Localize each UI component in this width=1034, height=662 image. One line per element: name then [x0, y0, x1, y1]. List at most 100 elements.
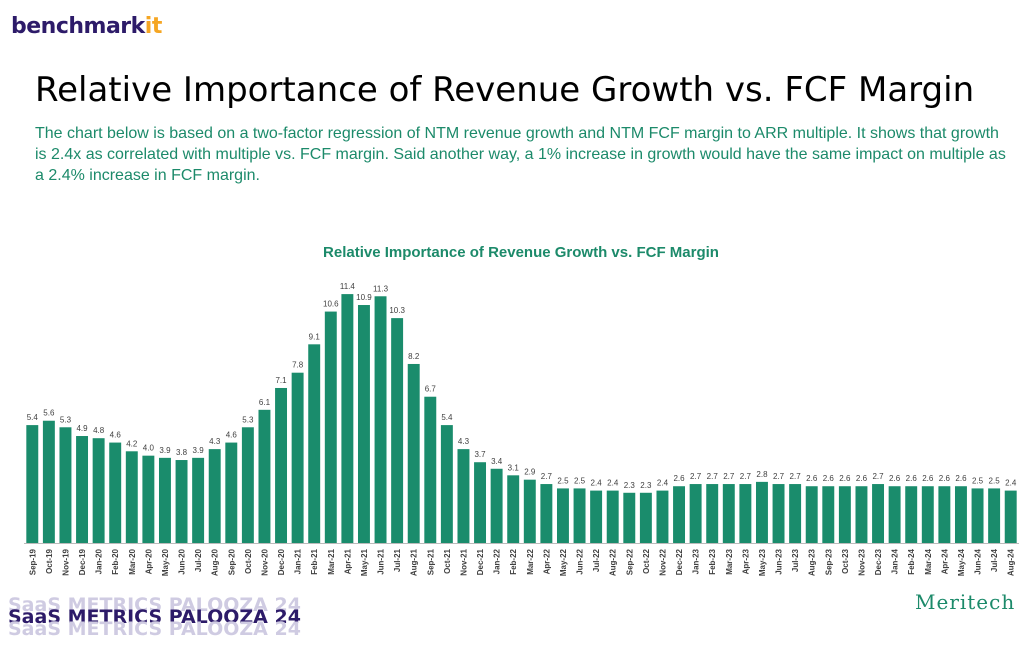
bar-oct-21 [440, 425, 453, 543]
x-tick-sep-19: Sep-19 [28, 548, 37, 575]
data-label-apr-23: 2.7 [740, 472, 752, 481]
x-tick-mar-20: Mar-20 [128, 548, 137, 574]
bar-nov-19 [59, 427, 72, 543]
x-tick-jan-21: Jan-21 [294, 548, 303, 574]
bar-jul-20 [192, 457, 205, 543]
data-label-dec-23: 2.7 [872, 472, 884, 481]
x-tick-may-23: May-23 [758, 548, 767, 576]
data-label-may-21: 10.9 [356, 293, 372, 302]
data-label-dec-21: 3.7 [474, 450, 486, 459]
bar-feb-20 [109, 442, 122, 543]
bar-jun-22 [573, 488, 586, 543]
x-tick-aug-22: Aug-22 [609, 548, 618, 576]
data-label-aug-22: 2.4 [607, 479, 619, 488]
x-tick-jan-23: Jan-23 [692, 548, 701, 574]
data-label-may-20: 3.9 [159, 446, 171, 455]
bar-nov-21 [457, 449, 470, 543]
data-label-jan-20: 4.8 [93, 426, 105, 435]
data-label-nov-20: 6.1 [259, 398, 271, 407]
x-tick-jan-20: Jan-20 [95, 548, 104, 574]
bar-sep-20 [225, 442, 238, 543]
x-tick-mar-24: Mar-24 [924, 548, 933, 574]
x-tick-nov-22: Nov-22 [658, 548, 667, 575]
x-tick-oct-19: Oct-19 [45, 548, 54, 573]
x-tick-oct-22: Oct-22 [642, 548, 651, 573]
data-label-mar-21: 10.6 [323, 300, 339, 309]
x-tick-jun-23: Jun-23 [775, 548, 784, 574]
x-tick-feb-23: Feb-23 [708, 548, 717, 574]
bar-dec-20 [275, 387, 288, 543]
data-label-dec-20: 7.1 [275, 376, 287, 385]
x-tick-dec-20: Dec-20 [277, 548, 286, 575]
x-tick-apr-24: Apr-24 [940, 548, 949, 574]
data-label-jun-23: 2.7 [773, 472, 785, 481]
x-tick-jan-22: Jan-22 [493, 548, 502, 574]
data-label-feb-21: 9.1 [309, 332, 321, 341]
chart-bars [26, 294, 1017, 543]
x-tick-dec-19: Dec-19 [78, 548, 87, 575]
bar-may-21 [357, 305, 370, 543]
x-tick-mar-21: Mar-21 [327, 548, 336, 574]
bar-may-22 [556, 488, 569, 543]
data-label-may-23: 2.8 [756, 470, 768, 479]
x-tick-sep-23: Sep-23 [824, 548, 833, 575]
bar-nov-23 [855, 486, 868, 543]
bar-may-23 [755, 481, 768, 543]
bar-mar-20 [125, 451, 138, 543]
bar-jul-23 [789, 484, 802, 543]
data-label-sep-23: 2.6 [823, 474, 835, 483]
x-tick-feb-20: Feb-20 [111, 548, 120, 574]
x-tick-aug-24: Aug-24 [1007, 548, 1016, 576]
x-tick-aug-20: Aug-20 [211, 548, 220, 576]
bar-sep-21 [424, 396, 437, 543]
bar-sep-23 [822, 486, 835, 543]
x-tick-oct-21: Oct-21 [443, 548, 452, 573]
data-label-feb-24: 2.6 [906, 474, 918, 483]
data-label-jan-22: 3.4 [491, 457, 503, 466]
x-tick-apr-23: Apr-23 [741, 548, 750, 574]
chart-title: Relative Importance of Revenue Growth vs… [323, 244, 719, 261]
bar-dec-23 [872, 484, 885, 543]
data-label-jul-21: 10.3 [389, 306, 405, 315]
bar-mar-23 [722, 484, 735, 543]
data-label-feb-23: 2.7 [707, 472, 719, 481]
bar-mar-21 [324, 311, 337, 543]
bar-may-20 [158, 457, 171, 543]
data-label-aug-23: 2.6 [806, 474, 818, 483]
data-label-jan-23: 2.7 [690, 472, 702, 481]
bar-feb-23 [706, 484, 719, 543]
benchmarkit-logo: benchmarkit [11, 14, 162, 39]
x-tick-apr-22: Apr-22 [542, 548, 551, 574]
bar-oct-19 [42, 420, 55, 543]
x-tick-aug-23: Aug-23 [808, 548, 817, 576]
data-label-apr-22: 2.7 [541, 472, 553, 481]
x-tick-apr-21: Apr-21 [343, 548, 352, 574]
bar-chart: Relative Importance of Revenue Growth vs… [24, 244, 1019, 576]
bar-aug-23 [805, 486, 818, 543]
data-label-may-22: 2.5 [557, 476, 569, 485]
x-tick-may-22: May-22 [559, 548, 568, 576]
x-tick-nov-21: Nov-21 [459, 548, 468, 575]
x-tick-sep-21: Sep-21 [426, 548, 435, 575]
x-tick-feb-24: Feb-24 [907, 548, 916, 574]
bar-nov-20 [258, 409, 271, 543]
chart-data-labels: 5.4 5.6 5.3 4.9 4.8 4.6 4.2 4.0 3.9 3.8 3.9 4.3 4.6 5… [27, 282, 1017, 490]
saas-metrics-palooza-logo: SaaS METRICS PALOOZA 24 SaaS METRICS PAL… [8, 594, 301, 640]
x-tick-jul-23: Jul-23 [791, 548, 800, 572]
data-label-jul-24: 2.5 [989, 476, 1001, 485]
x-tick-jul-24: Jul-24 [990, 548, 999, 572]
bar-jan-20 [92, 438, 105, 543]
data-label-mar-23: 2.7 [723, 472, 735, 481]
data-label-nov-22: 2.4 [657, 479, 669, 488]
bar-jul-22 [590, 490, 603, 543]
data-label-oct-20: 5.3 [242, 415, 254, 424]
bar-feb-24 [905, 486, 918, 543]
bar-jun-21 [374, 296, 387, 543]
data-label-apr-24: 2.6 [939, 474, 951, 483]
x-tick-jan-24: Jan-24 [891, 548, 900, 574]
data-label-may-24: 2.6 [955, 474, 967, 483]
data-label-jan-21: 7.8 [292, 361, 304, 370]
bar-jul-24 [988, 488, 1001, 543]
bar-jun-24 [971, 488, 984, 543]
x-tick-jun-20: Jun-20 [178, 548, 187, 574]
